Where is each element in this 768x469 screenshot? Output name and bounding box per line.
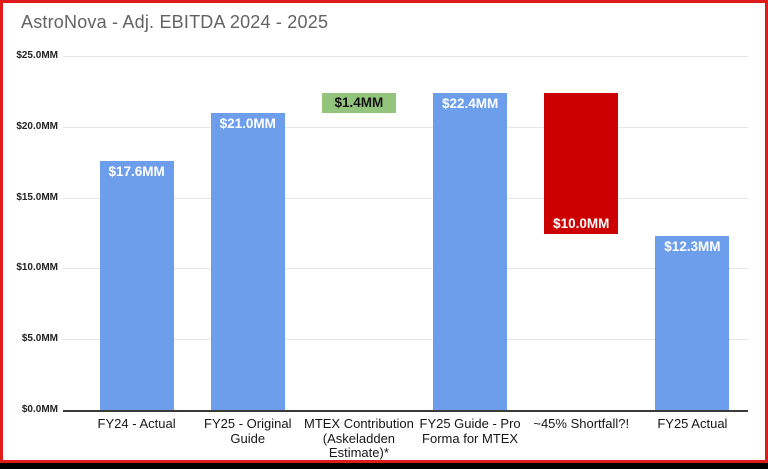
x-axis-category-label-line: FY25 Actual: [657, 416, 728, 431]
x-axis-category-label-line: ~45% Shortfall?!: [533, 416, 630, 431]
bar-value-label: $10.0MM: [553, 216, 610, 232]
x-axis-category-label: FY25 Guide - Pro Forma for MTEX: [404, 416, 536, 446]
y-axis-tick-label: $0.0MM: [21, 404, 58, 415]
x-axis-baseline: [63, 410, 748, 412]
bar-mtex-contribution-askeladden-estimate: $1.4MM: [321, 92, 396, 113]
gridline: [63, 197, 748, 199]
bar-fy25-original-guide: $21.0MM: [210, 112, 285, 410]
x-axis-category-label: MTEX Contribution (Askeladden Estimate)*: [293, 416, 425, 461]
bar-fy25-guide-pro-forma-for-mtex: $22.4MM: [433, 92, 508, 410]
gridline: [63, 126, 748, 128]
x-axis-category-label-line: Guide: [230, 430, 266, 446]
x-axis-category-label-line: Forma for MTEX: [422, 430, 519, 446]
gridline: [63, 268, 748, 270]
x-axis-category-label-line: FY25 Guide - Pro: [419, 416, 521, 431]
bar-fy24-actual: $17.6MM: [99, 160, 174, 410]
x-axis-category-label-line: MTEX Contribution: [303, 416, 414, 431]
chart-title: AstroNova - Adj. EBITDA 2024 - 2025: [21, 12, 329, 32]
x-axis-category-label: FY25 Actual: [626, 416, 758, 432]
y-axis-tick-label: $5.0MM: [21, 333, 58, 345]
x-axis-category-label-line: FY25 - Original: [204, 416, 292, 431]
bar-45-shortfall: $10.0MM: [544, 92, 619, 235]
y-axis-tick-label: $15.0MM: [16, 191, 58, 203]
y-axis-tick-label: $10.0MM: [16, 262, 58, 274]
x-axis-category-label-line: FY24 - Actual: [97, 416, 176, 431]
x-axis-category-label: FY24 - Actual: [71, 416, 203, 432]
bar-chart-plot-area: $0.0MM $5.0MM $10.0MM $15.0MM $20.0MM $25.0MM…: [3, 3, 765, 460]
y-axis-tick-label: $25.0MM: [16, 50, 58, 61]
bar-value-label: $21.0MM: [219, 115, 276, 131]
bar-value-label: $22.4MM: [441, 95, 499, 111]
x-axis-category-label-line: Estimate)*: [328, 445, 389, 460]
x-axis-category-label: FY25 - Original Guide: [182, 416, 314, 446]
x-axis-category-label-line: (Askeladden: [322, 430, 396, 446]
bar-value-label: $12.3MM: [664, 238, 721, 254]
bottom-black-strip: [0, 463, 768, 469]
bar-fy25-actual: $12.3MM: [655, 235, 730, 410]
gridline: [63, 339, 748, 341]
bar-value-label: $1.4MM: [334, 95, 384, 111]
bar-value-label: $17.6MM: [108, 163, 165, 179]
y-axis-tick-label: $20.0MM: [16, 120, 58, 132]
x-axis-category-label: ~45% Shortfall?!: [515, 416, 647, 432]
gridline: [63, 56, 748, 57]
